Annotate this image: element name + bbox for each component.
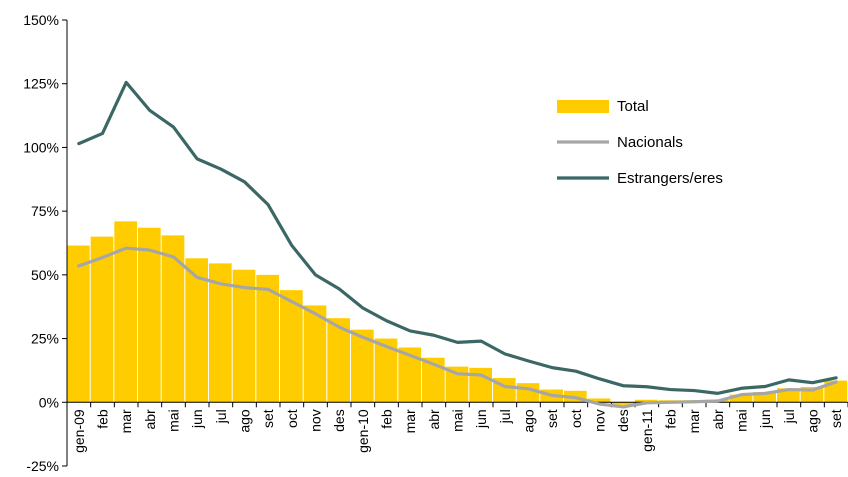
bar-total [729, 394, 753, 403]
x-tick-label: ago [804, 409, 820, 433]
x-tick-label: jul [497, 409, 513, 424]
bar-total [280, 290, 303, 403]
bar-total [351, 329, 374, 403]
y-tick-label: 50% [31, 267, 59, 283]
bar-total [374, 338, 398, 403]
bar-total [209, 263, 232, 403]
bar-total [185, 258, 208, 403]
bar-total [824, 380, 847, 403]
bar-total [327, 318, 350, 403]
x-tick-label: feb [662, 409, 678, 429]
y-tick-label: 75% [31, 203, 59, 219]
x-tick-label: oct [568, 409, 584, 428]
x-tick-label: mai [165, 409, 181, 432]
x-tick-label: jun [757, 409, 773, 429]
x-tick-label: mar [402, 409, 418, 433]
bar-total [303, 305, 327, 403]
x-tick-label: feb [94, 409, 110, 429]
bar-total [90, 236, 114, 403]
bar-total [422, 357, 445, 403]
y-tick-label: 100% [23, 139, 59, 155]
bar-total [114, 221, 137, 403]
legend-label: Nacionals [617, 134, 683, 151]
x-tick-label: nov [591, 409, 607, 432]
x-tick-label: mar [118, 409, 134, 433]
x-tick-label: gen-11 [639, 409, 655, 452]
x-tick-label: mai [449, 409, 465, 432]
x-tick-label: feb [378, 409, 394, 429]
bar-total [611, 402, 634, 405]
legend-label: Estrangers/eres [617, 170, 723, 187]
series-line-nacionals [77, 246, 838, 409]
bar-total [398, 347, 421, 403]
x-tick-label: des [615, 409, 631, 432]
y-tick-label: 150% [23, 12, 59, 28]
bar-total [635, 399, 658, 403]
x-tick-label: des [331, 409, 347, 432]
y-tick-label: 125% [23, 76, 59, 92]
bars-total [67, 221, 847, 405]
x-tick-label: abr [142, 409, 158, 430]
legend-swatch-total [557, 100, 609, 113]
x-tick-label: mai [733, 409, 749, 432]
x-tick-label: gen-09 [71, 409, 87, 453]
x-tick-label: mar [686, 409, 702, 433]
legend: Total Nacionals Estrangers/eres [557, 98, 723, 187]
x-tick-label: gen-10 [355, 409, 371, 453]
x-tick-label: set [828, 409, 844, 428]
bar-total [587, 398, 611, 403]
legend-label: Total [617, 98, 649, 115]
lines [77, 80, 838, 409]
bar-total [753, 392, 776, 403]
x-tick-label: jun [473, 409, 489, 429]
y-tick-label: 25% [31, 331, 59, 347]
bar-total [516, 383, 540, 403]
axes: -25%0%25%50%75%100%125%150%gen-09 feb mar a… [23, 12, 848, 474]
bar-total [232, 269, 256, 403]
x-tick-label: jun [189, 409, 205, 429]
series-line-estrangers-eres [77, 80, 838, 395]
x-tick-label: abr [426, 409, 442, 430]
x-tick-label: set [544, 409, 560, 428]
x-tick-label: set [260, 409, 276, 428]
bar-total [256, 274, 279, 403]
x-tick-label: nov [307, 409, 323, 432]
bar-total [67, 245, 90, 403]
x-tick-label: ago [236, 409, 252, 433]
x-tick-label: oct [284, 409, 300, 428]
bar-total [161, 235, 185, 403]
x-tick-label: jul [781, 409, 797, 424]
x-tick-label: jul [213, 409, 229, 424]
bar-total [138, 227, 161, 403]
y-tick-label: 0% [39, 394, 59, 410]
y-tick-label: -25% [26, 458, 59, 474]
x-tick-label: abr [710, 409, 726, 430]
x-tick-label: ago [520, 409, 536, 433]
